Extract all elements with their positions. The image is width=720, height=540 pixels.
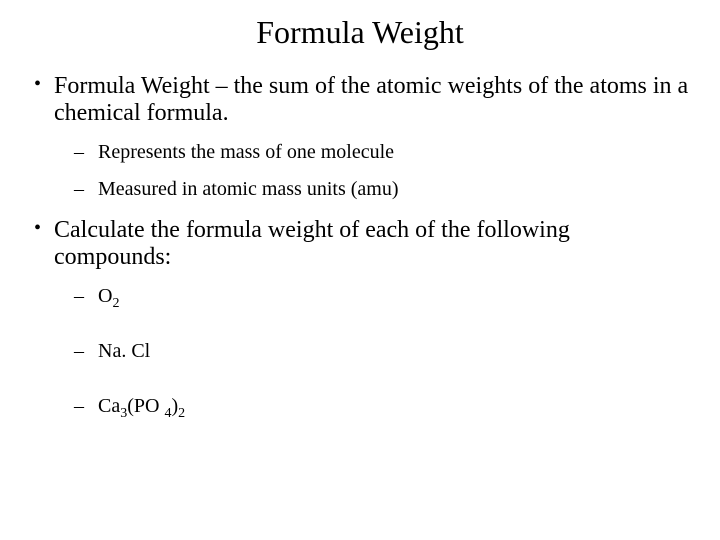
compound-ca3po4-part2: (PO [127,395,164,417]
compound-nacl-part1: Na. Cl [98,340,150,362]
compound-o2-part1: O [98,285,112,307]
bullet-definition-text: Formula Weight – the sum of the atomic w… [54,73,688,126]
sub-bullet-represents: Represents the mass of one molecule [74,141,690,164]
compound-o2: O2 [74,285,690,308]
compound-ca3po4-part1: Ca [98,395,120,417]
bullet-calculate: Calculate the formula weight of each of … [30,217,690,418]
bullet-calculate-text: Calculate the formula weight of each of … [54,217,570,270]
bullet-definition: Formula Weight – the sum of the atomic w… [30,73,690,201]
compound-nacl: Na. Cl [74,340,690,363]
compound-o2-sub1: 2 [112,296,119,311]
bullet-list-level2-b: O2 Na. Cl Ca3(PO 4)2 [54,285,690,418]
bullet-list-level1: Formula Weight – the sum of the atomic w… [30,73,690,418]
compound-ca3po4-sub3: 2 [178,406,185,421]
sub-bullet-measured: Measured in atomic mass units (amu) [74,178,690,201]
compound-ca3po4: Ca3(PO 4)2 [74,395,690,418]
slide-title: Formula Weight [30,14,690,51]
bullet-list-level2-a: Represents the mass of one molecule Meas… [54,141,690,201]
